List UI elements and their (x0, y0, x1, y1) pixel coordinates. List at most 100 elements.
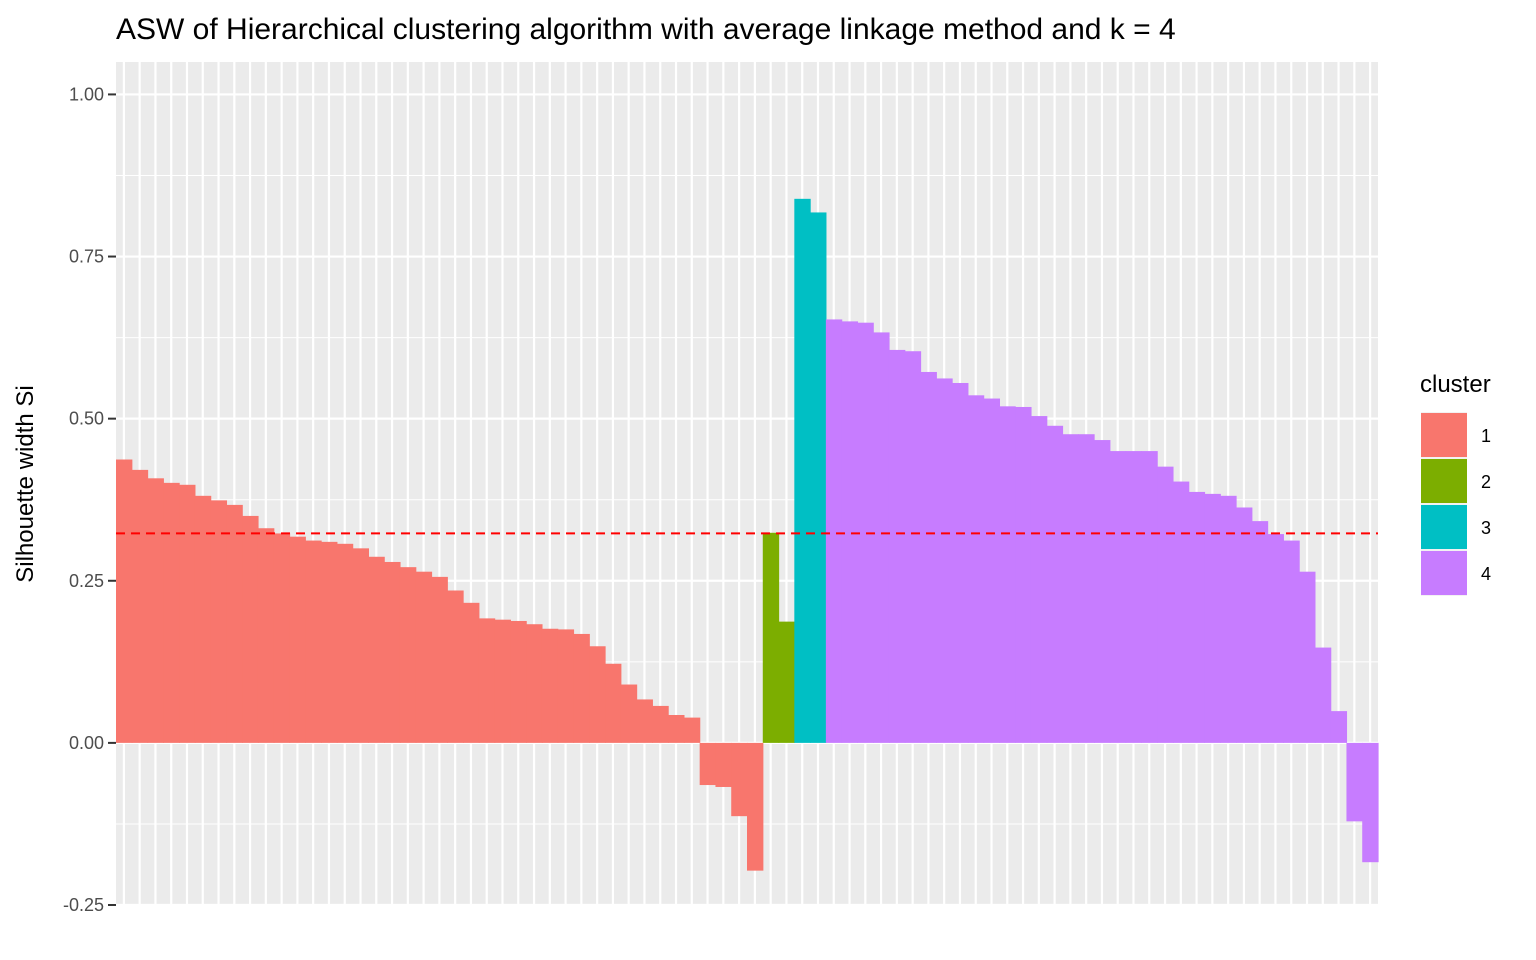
bar-cluster-1 (494, 619, 511, 743)
bar-cluster-4 (1267, 534, 1284, 743)
bar-cluster-1 (731, 742, 748, 817)
bar-cluster-1 (652, 705, 669, 743)
legend-label-3: 3 (1481, 518, 1491, 538)
bar-cluster-4 (1362, 742, 1379, 863)
bar-cluster-2 (778, 621, 795, 743)
bar-cluster-4 (1109, 451, 1127, 743)
bar-cluster-4 (1125, 451, 1142, 743)
bar-cluster-4 (1078, 434, 1095, 743)
bar-cluster-4 (1236, 507, 1253, 743)
bar-cluster-1 (699, 742, 717, 786)
bar-cluster-4 (1330, 711, 1348, 743)
bar-cluster-1 (242, 515, 259, 743)
bar-cluster-4 (857, 322, 874, 743)
bar-cluster-1 (194, 495, 212, 743)
legend-label-4: 4 (1481, 564, 1491, 584)
bar-cluster-4 (1188, 491, 1206, 743)
y-tick-label: 0.00 (69, 733, 104, 753)
bar-cluster-1 (715, 742, 732, 787)
bar-cluster-4 (1204, 493, 1221, 743)
bar-cluster-3 (810, 212, 827, 743)
bar-cluster-1 (163, 482, 180, 743)
bar-cluster-1 (384, 561, 401, 743)
y-axis: -0.25 0.00 0.25 0.50 0.75 1.00 (63, 84, 116, 915)
bar-cluster-1 (368, 556, 385, 743)
bar-cluster-4 (967, 395, 985, 743)
bar-cluster-4 (873, 332, 890, 743)
bar-cluster-4 (936, 378, 953, 743)
bar-cluster-1 (636, 699, 653, 743)
bar-cluster-1 (541, 628, 559, 743)
y-tick-label: 0.25 (69, 571, 104, 591)
silhouette-bars (116, 198, 1379, 871)
bar-cluster-1 (179, 484, 196, 743)
y-tick-label: 0.50 (69, 409, 104, 429)
bar-cluster-1 (352, 548, 369, 743)
legend-swatch-2 (1421, 459, 1467, 503)
bar-cluster-1 (589, 646, 606, 743)
bar-cluster-4 (1299, 571, 1316, 743)
bar-cluster-1 (257, 528, 275, 743)
bar-cluster-2 (762, 532, 780, 743)
legend-label-2: 2 (1481, 472, 1491, 492)
bar-cluster-1 (415, 571, 433, 743)
y-tick-label: 0.75 (69, 247, 104, 267)
bar-cluster-1 (273, 533, 291, 743)
legend-swatch-1 (1421, 413, 1467, 457)
bar-cluster-1 (683, 717, 701, 743)
bar-cluster-1 (226, 504, 243, 743)
legend-swatch-4 (1421, 551, 1467, 595)
bar-cluster-4 (888, 349, 906, 743)
bar-cluster-4 (1030, 416, 1048, 743)
bar-cluster-4 (1283, 540, 1300, 743)
bar-cluster-4 (1172, 481, 1190, 743)
legend-title: cluster (1420, 371, 1491, 398)
bar-cluster-1 (557, 629, 575, 743)
bar-cluster-4 (920, 371, 937, 743)
bar-cluster-4 (1220, 495, 1237, 743)
bar-cluster-4 (1251, 521, 1269, 743)
bar-cluster-1 (289, 536, 306, 743)
bar-cluster-4 (983, 398, 1000, 743)
bar-cluster-1 (510, 620, 527, 743)
bar-cluster-4 (1157, 466, 1174, 743)
bar-cluster-1 (668, 715, 685, 743)
bar-cluster-1 (573, 633, 590, 743)
bar-cluster-4 (1094, 440, 1111, 743)
legend: cluster 1 2 3 4 (1420, 371, 1491, 596)
legend-label-1: 1 (1481, 426, 1491, 446)
bar-cluster-1 (147, 478, 164, 743)
bar-cluster-4 (841, 321, 859, 743)
bar-cluster-4 (1015, 406, 1032, 743)
chart-title: ASW of Hierarchical clustering algorithm… (116, 13, 1176, 46)
bar-cluster-4 (1141, 451, 1158, 743)
y-axis-label: Silhouette width Si (12, 385, 39, 582)
bar-cluster-1 (447, 590, 464, 743)
bar-cluster-4 (904, 351, 922, 743)
bar-cluster-4 (1046, 425, 1064, 743)
bar-cluster-1 (620, 684, 638, 743)
bar-cluster-1 (305, 540, 322, 743)
bar-cluster-1 (336, 543, 354, 743)
bar-cluster-1 (463, 602, 480, 743)
legend-swatch-3 (1421, 505, 1467, 549)
bar-cluster-4 (1346, 742, 1363, 822)
y-tick-label: 1.00 (69, 84, 104, 104)
bar-cluster-4 (825, 319, 843, 743)
bar-cluster-1 (526, 624, 543, 743)
bar-cluster-1 (431, 576, 448, 743)
bar-cluster-4 (999, 406, 1016, 743)
bar-cluster-1 (321, 541, 338, 743)
bar-cluster-1 (399, 567, 417, 743)
bar-cluster-4 (1062, 434, 1079, 743)
bar-cluster-1 (478, 618, 496, 743)
bar-cluster-1 (116, 459, 133, 743)
y-tick-label: -0.25 (63, 895, 104, 915)
bar-cluster-1 (210, 500, 228, 743)
bar-cluster-3 (794, 198, 811, 743)
bar-cluster-4 (952, 382, 969, 743)
bar-cluster-4 (1314, 647, 1332, 743)
bar-cluster-1 (605, 663, 622, 743)
bar-cluster-1 (131, 469, 149, 743)
